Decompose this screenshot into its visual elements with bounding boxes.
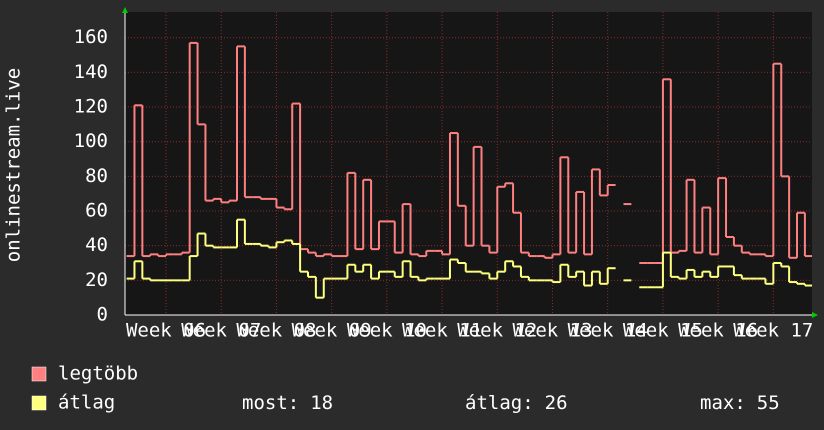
x-arrow	[812, 312, 818, 318]
x-tick-label: Week 16	[678, 320, 758, 342]
legend: legtöbb átlag most: 18 átlag: 26 max: 55	[31, 363, 780, 414]
stat-label: most:	[242, 392, 299, 414]
x-tick-label: Week 11	[402, 320, 482, 342]
x-tick-label: Week 10	[347, 320, 427, 342]
x-tick-label: Week 13	[512, 320, 592, 342]
x-tick-label: Week 17	[733, 320, 813, 342]
y-axis-label: onlinestream.live	[3, 68, 25, 262]
y-tick-label: 60	[85, 200, 108, 222]
legend-swatch	[31, 366, 47, 382]
x-tick-label: Week 06	[126, 320, 206, 342]
x-tick-label: Week 07	[181, 320, 261, 342]
y-tick-label: 140	[74, 61, 108, 83]
axes	[122, 7, 818, 318]
y-tick-label: 80	[85, 165, 108, 187]
y-tick-label: 120	[74, 96, 108, 118]
stat: max: 55	[700, 392, 780, 414]
y-tick-label: 100	[74, 130, 108, 152]
y-tick-label: 20	[85, 269, 108, 291]
x-tick-label: Week 15	[623, 320, 703, 342]
y-arrow	[122, 7, 128, 13]
stat: most: 18	[242, 392, 333, 414]
plot-area	[125, 12, 812, 315]
stat-label: átlag:	[465, 392, 534, 414]
stat-value: 18	[310, 392, 333, 414]
stat: átlag: 26	[465, 392, 568, 414]
y-tick-label: 160	[74, 26, 108, 48]
stat-label: max:	[700, 392, 746, 414]
y-tick-label: 0	[97, 304, 108, 326]
stat-value: 55	[757, 392, 780, 414]
x-tick-label: Week 12	[457, 320, 537, 342]
x-tick-label: Week 09	[292, 320, 372, 342]
lines	[126, 41, 812, 299]
x-tick-label: Week 14	[568, 320, 648, 342]
legend-label: átlag	[58, 392, 115, 414]
legend-swatch	[31, 395, 47, 411]
stat-value: 26	[545, 392, 568, 414]
legend-label: legtöbb	[58, 363, 138, 385]
y-tick-label: 40	[85, 234, 108, 256]
x-tick-label: Week 08	[236, 320, 316, 342]
